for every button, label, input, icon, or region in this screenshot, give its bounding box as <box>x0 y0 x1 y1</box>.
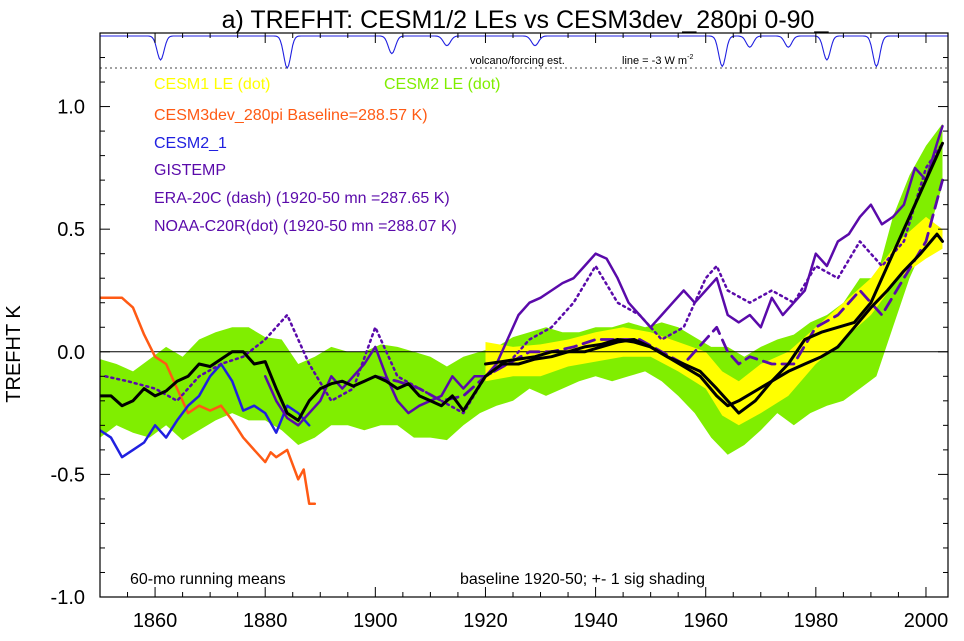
series-gistemp <box>263 124 944 427</box>
y-axis-label: TREFHT K <box>3 305 25 403</box>
chart-title: a) TREFHT: CESM1/2 LEs vs CESM3dev_280pi… <box>222 6 830 34</box>
line-scale-note: line = -3 W m-2 <box>622 54 693 67</box>
legend: CESM1 LE (dot) CESM2 LE (dot) CESM3dev_280… <box>154 76 500 235</box>
legend-item-noaa-c20r-dot-1920-50-mn-288-07-k: NOAA-C20R(dot) (1920-50 mn =288.07 K) <box>154 218 457 235</box>
x-tick-label: 1980 <box>794 610 839 632</box>
y-tick-label: 0.5 <box>57 219 85 241</box>
annotations: volcano/forcing est. line = -3 W m-2 60-… <box>130 54 705 588</box>
x-tick-label: 1860 <box>133 610 178 632</box>
y-tick-label: -1.0 <box>51 587 85 609</box>
band-cesm2-le-dot <box>100 123 943 455</box>
series-cesm2-le-mean <box>100 141 944 422</box>
legend-item-cesm2-le-dot: CESM2 LE (dot) <box>384 76 500 93</box>
y-tick-label: 1.0 <box>57 97 85 119</box>
legend-item-cesm3dev-280pi-baseline-288-57-k: CESM3dev_280pi Baseline=288.57 K) <box>154 107 428 124</box>
x-tick-label: 2000 <box>904 610 949 632</box>
legend-item-cesm1-le-dot: CESM1 LE (dot) <box>154 76 270 93</box>
legend-item-era-20c-dash-1920-50-mn-287-65-k: ERA-20C (dash) (1920-50 mn =287.65 K) <box>154 190 450 207</box>
legend-item-gistemp: GISTEMP <box>154 162 226 179</box>
baseline-note: baseline 1920-50; +- 1 sig shading <box>460 571 705 588</box>
plot-area <box>100 35 948 506</box>
volcano-note: volcano/forcing est. <box>470 55 565 67</box>
legend-item-cesm2-1: CESM2_1 <box>154 135 227 152</box>
series-noaa-c20r-dot-1920-50-mn-288-07-k <box>104 142 944 415</box>
plot-border <box>99 32 949 598</box>
chart-marks <box>100 35 948 506</box>
running-mean-note: 60-mo running means <box>130 571 286 588</box>
series-cesm2-1 <box>100 362 311 459</box>
x-tick-label: 1900 <box>353 610 398 632</box>
y-tick-label: -0.5 <box>51 464 85 486</box>
x-tick-label: 1960 <box>683 610 728 632</box>
volcano-forcing-line <box>100 35 948 70</box>
y-tick-label: 0.0 <box>57 342 85 364</box>
axes: 1860 1880 1900 1920 1940 1960 1980 2000 1.0 0.5 0.… <box>51 32 949 632</box>
x-tick-label: 1880 <box>243 610 288 632</box>
series-cesm3dev-280pi-baseline-288-57-k <box>100 296 317 506</box>
x-tick-label: 1920 <box>463 610 508 632</box>
x-tick-label: 1940 <box>573 610 618 632</box>
